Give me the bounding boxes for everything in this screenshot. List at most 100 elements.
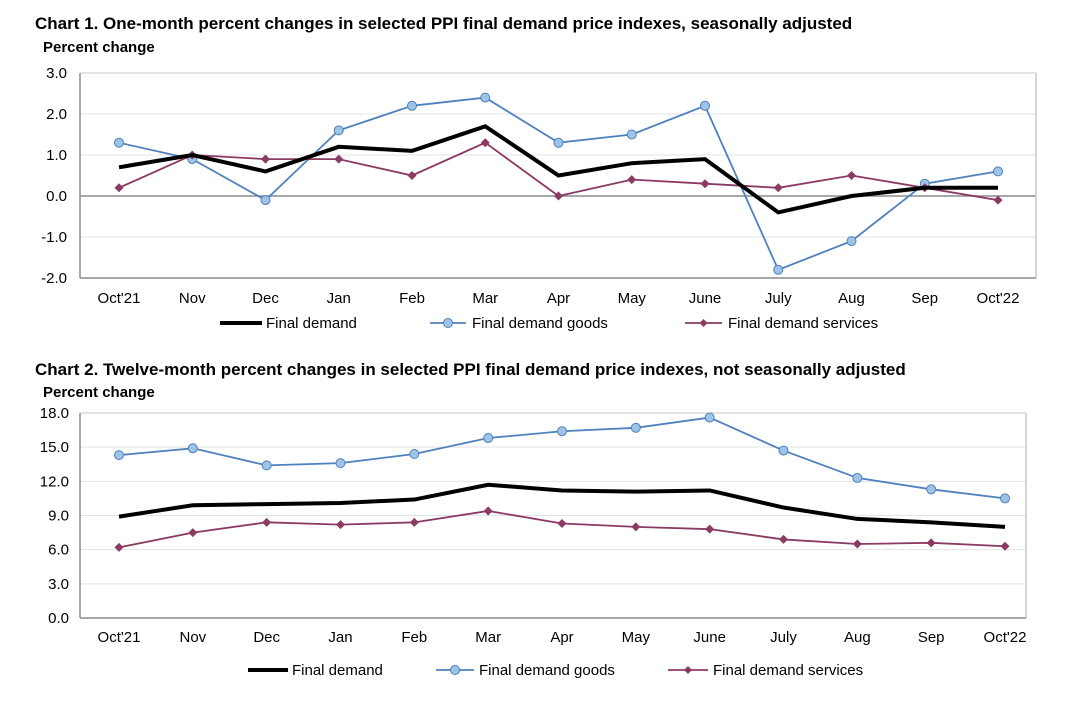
chart-1-y-tick-label: 1.0	[46, 147, 67, 164]
chart-2-legend-label-final-demand: Final demand	[292, 662, 383, 679]
chart-1-y-tick-label: 3.0	[46, 65, 67, 82]
chart-1-x-tick-label: Dec	[252, 290, 279, 307]
chart-2-point-final-demand-goods	[926, 484, 937, 495]
chart-2-x-tick-label: May	[622, 629, 651, 646]
chart-2-point-final-demand-goods	[114, 450, 124, 461]
chart-1-point-final-demand-services	[554, 191, 563, 201]
chart-1-point-final-demand-services	[407, 171, 417, 180]
chart-1-title: Chart 1. One-month percent changes in se…	[35, 14, 853, 33]
chart-2-y-axis-label: Percent change	[43, 384, 155, 401]
chart-1-point-final-demand-goods	[260, 195, 271, 206]
chart-1-point-final-demand-services	[773, 183, 783, 193]
chart-2-y-tick-label: 0.0	[48, 610, 69, 627]
chart-2-y-tick-label: 18.0	[40, 405, 69, 422]
chart-2-point-final-demand-goods	[335, 458, 346, 469]
chart-2-point-final-demand-goods	[778, 445, 789, 456]
chart-2-point-final-demand-services	[705, 524, 715, 534]
chart-2-point-final-demand-services	[926, 538, 936, 548]
chart-1-y-axis-label: Percent change	[43, 39, 155, 56]
chart-2-y-tick-label: 12.0	[40, 473, 69, 490]
chart-1-point-final-demand-goods	[626, 129, 637, 140]
chart-1-y-tick-label: 2.0	[46, 106, 67, 123]
chart-1-point-final-demand-goods	[114, 137, 124, 148]
chart-2-point-final-demand-goods	[557, 426, 567, 437]
chart-2-point-final-demand-goods	[483, 433, 494, 444]
chart-1-x-tick-label: July	[765, 290, 792, 307]
chart-1-point-final-demand-goods	[407, 100, 417, 111]
chart-2-y-tick-label: 15.0	[40, 439, 69, 456]
chart-2-legend-label-final-demand-goods: Final demand goods	[479, 662, 615, 679]
chart-2-point-final-demand-goods	[409, 449, 420, 459]
chart-1-legend-label-final-demand-services: Final demand services	[728, 315, 878, 332]
chart-2-x-tick-label: July	[770, 629, 797, 646]
chart-1-point-final-demand-services	[334, 154, 344, 164]
chart-1-point-final-demand-services	[480, 138, 490, 148]
chart-1-series-final-demand	[118, 124, 998, 215]
chart-2-point-final-demand-services	[779, 534, 788, 544]
chart-2-x-tick-label: Oct'22	[984, 629, 1027, 646]
chart-1-y-tick-label: -1.0	[41, 229, 67, 246]
chart-2-point-final-demand-services	[1000, 541, 1010, 551]
chart-1-x-tick-label: June	[689, 290, 722, 307]
chart-2-legend-marker-final-demand-goods	[450, 665, 460, 675]
chart-2-point-final-demand-goods	[704, 412, 715, 423]
chart-1-x-tick-label: May	[618, 290, 647, 307]
chart-1-legend-marker-final-demand-goods	[443, 318, 453, 328]
chart-1-point-final-demand-goods	[700, 100, 710, 111]
chart-2-point-final-demand-goods	[1000, 493, 1010, 504]
chart-2-x-tick-label: Aug	[844, 629, 871, 646]
chart-2-series-final-demand-services	[118, 510, 1006, 549]
chart-1-point-final-demand-services	[114, 183, 124, 193]
chart-2-point-final-demand-services	[188, 528, 198, 538]
chart-1-x-tick-label: Oct'22	[977, 290, 1020, 307]
chart-2-x-tick-label: Dec	[253, 629, 280, 646]
chart-1-x-tick-label: Nov	[179, 290, 206, 307]
chart-1-point-final-demand-services	[847, 171, 856, 180]
chart-2-point-final-demand-services	[114, 542, 124, 552]
chart-2-x-tick-label: June	[693, 629, 726, 646]
chart-1-y-tick-label: -2.0	[41, 270, 67, 287]
chart-2-point-final-demand-services	[557, 518, 567, 528]
chart-2-point-final-demand-goods	[261, 460, 272, 471]
chart-2-point-final-demand-goods	[630, 422, 641, 433]
chart-1-x-tick-label: Oct'21	[98, 290, 141, 307]
chart-1-point-final-demand-goods	[333, 125, 344, 136]
chart-2-x-tick-label: Feb	[401, 629, 427, 646]
chart-2-series-final-demand	[118, 482, 1006, 529]
chart-2-x-tick-label: Jan	[328, 629, 352, 646]
chart-1-legend-marker-final-demand-services	[699, 319, 708, 327]
chart-2-y-tick-label: 3.0	[48, 576, 69, 593]
chart-1-point-final-demand-services	[627, 175, 637, 185]
chart-1-legend-label-final-demand: Final demand	[266, 315, 357, 332]
chart-1-x-tick-label: Aug	[838, 290, 865, 307]
chart-2-legend-label-final-demand-services: Final demand services	[713, 662, 863, 679]
chart-1-y-tick-label: 0.0	[46, 188, 67, 205]
chart-2-y-tick-label: 6.0	[48, 542, 69, 559]
chart-2-point-final-demand-services	[409, 517, 419, 527]
chart-2-point-final-demand-services	[852, 539, 862, 549]
chart-2-x-tick-label: Nov	[179, 629, 206, 646]
chart-1-point-final-demand-goods	[480, 92, 491, 103]
chart-2-point-final-demand-services	[483, 506, 493, 516]
chart-2-point-final-demand-goods	[852, 472, 863, 483]
chart-2-x-tick-label: Apr	[550, 629, 573, 646]
chart-2-x-tick-label: Sep	[918, 629, 945, 646]
chart-2-y-tick-label: 9.0	[48, 508, 69, 525]
chart-2-point-final-demand-services	[631, 522, 641, 532]
chart-1-point-final-demand-services	[261, 154, 270, 164]
chart-2-point-final-demand-services	[262, 517, 272, 527]
chart-1-point-final-demand-goods	[993, 166, 1003, 177]
chart-2-point-final-demand-goods	[187, 443, 198, 454]
chart-1-point-final-demand-services	[993, 195, 1003, 205]
chart-1-point-final-demand-goods	[553, 137, 564, 148]
chart-2-x-tick-label: Mar	[475, 629, 501, 646]
chart-2-point-final-demand-services	[336, 520, 345, 530]
chart-1-point-final-demand-goods	[846, 236, 857, 247]
chart-1-x-tick-label: Jan	[327, 290, 351, 307]
chart-1-plot: 3.0 2.0 1.0 0.0 -1.0 -2.0 Oct'21 Nov Dec Jan Feb Ma…	[41, 65, 1037, 332]
chart-1-x-tick-label: Mar	[472, 290, 498, 307]
chart-1-point-final-demand-services	[700, 179, 710, 189]
chart-1-x-tick-label: Apr	[547, 290, 570, 307]
chart-1-point-final-demand-goods	[773, 264, 784, 275]
